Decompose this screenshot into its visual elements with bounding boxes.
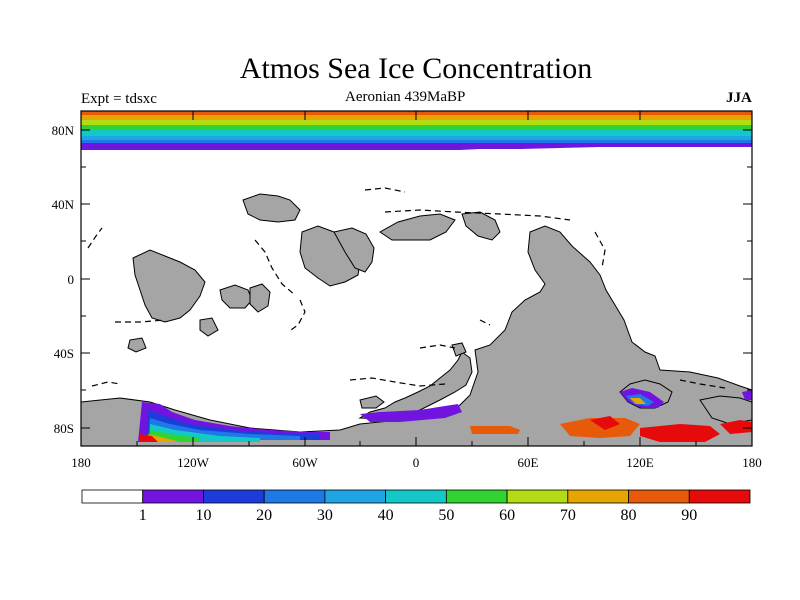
plot-title: Atmos Sea Ice Concentration: [239, 52, 593, 85]
colorbar-labels: 1 10 20 30 40 50 60 70 80 90: [139, 507, 698, 524]
lat-ticks: [81, 129, 752, 429]
colorbar-swatch: [203, 489, 265, 504]
colorbar-label: 1: [139, 507, 147, 524]
lon-label-180w: 180: [71, 455, 91, 470]
colorbar-label: 90: [681, 507, 697, 524]
colorbar-swatch: [506, 489, 569, 504]
paleo-coastlines: [87, 187, 726, 389]
colorbar-label: 40: [378, 507, 394, 524]
lat-label-40s: 40S: [54, 346, 74, 361]
lon-label-60e: 60E: [518, 455, 539, 470]
lat-label-80n: 80N: [52, 123, 75, 138]
colorbar-label: 70: [560, 507, 576, 524]
lat-label-80s: 80S: [54, 421, 74, 436]
lat-label-40n: 40N: [52, 197, 75, 212]
lon-label-60w: 60W: [292, 455, 318, 470]
lon-label-120w: 120W: [177, 455, 210, 470]
colorbar-swatch: [567, 489, 629, 504]
lon-label-180e: 180: [742, 455, 762, 470]
colorbar-swatch: [628, 489, 690, 504]
season-label: JJA: [726, 90, 752, 106]
experiment-label: Expt = tdsxc: [81, 91, 157, 107]
lon-label-120e: 120E: [626, 455, 654, 470]
plot-subtitle: Aeronian 439MaBP: [345, 89, 466, 105]
colorbar-label: 20: [256, 507, 272, 524]
colorbar-swatch: [142, 489, 204, 504]
colorbar-swatch: [688, 489, 751, 504]
colorbar-swatch: [263, 489, 326, 504]
colorbar-swatch: [324, 489, 387, 504]
antarctic-sea-ice: [138, 388, 752, 442]
colorbar-swatch: [445, 489, 508, 504]
lon-label-0: 0: [413, 455, 420, 470]
colorbar-label: 10: [195, 507, 211, 524]
colorbar-swatch: [81, 489, 144, 504]
lat-label-0: 0: [68, 272, 75, 287]
colorbar-label: 50: [438, 507, 454, 524]
colorbar-swatch: [385, 489, 447, 504]
colorbar-label: 30: [317, 507, 333, 524]
lon-ticks: [136, 111, 697, 446]
colorbar-label: 60: [499, 507, 515, 524]
colorbar: [81, 489, 751, 504]
colorbar-label: 80: [621, 507, 637, 524]
